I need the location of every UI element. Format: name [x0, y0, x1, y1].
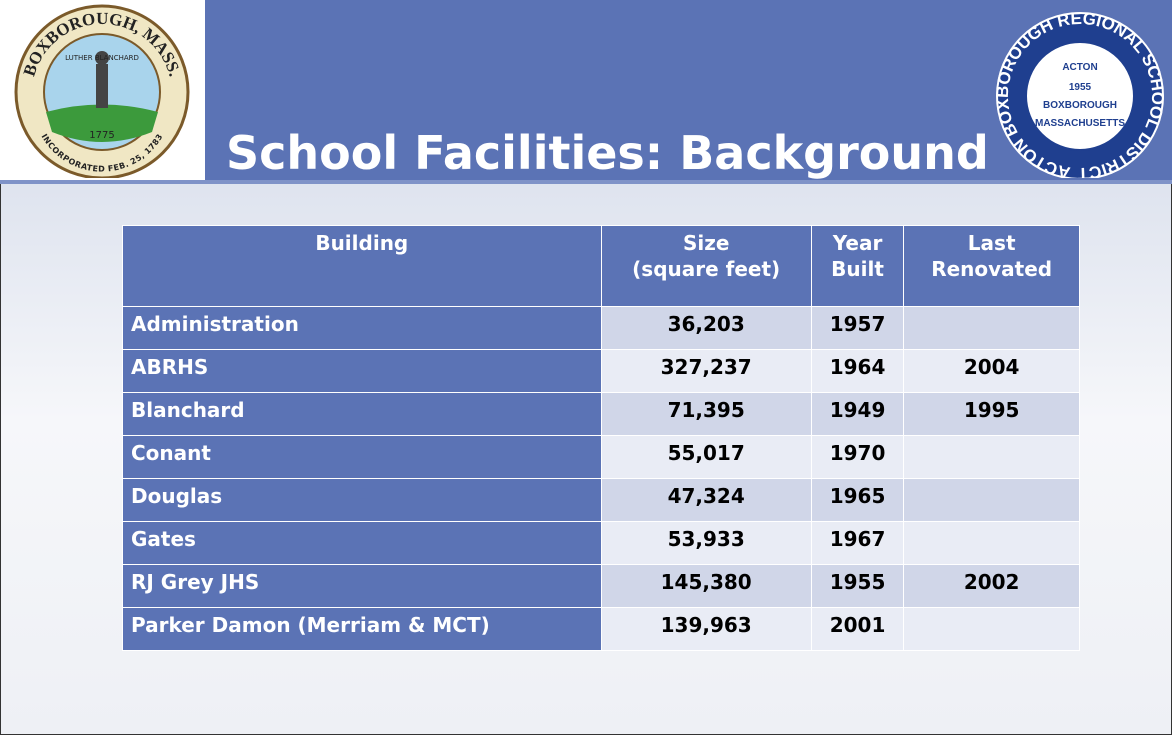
- header-line: Size: [682, 231, 730, 255]
- table-cell: 2002: [903, 564, 1080, 608]
- row-header: ABRHS: [122, 349, 602, 393]
- table-cell: 36,203: [600, 306, 812, 350]
- facilities-table: Building Size (square feet) Year Built Last Re…: [122, 225, 1080, 651]
- table-cell: 1967: [810, 521, 905, 565]
- seal-banner: LUTHER BLANCHARD: [65, 54, 139, 62]
- table-cell: [903, 521, 1080, 565]
- slide-title: School Facilities: Background: [226, 126, 989, 180]
- table-cell: [903, 478, 1080, 522]
- right-seal: ACTON BOXBOROUGH REGIONAL SCHOOL DISTRIC…: [993, 9, 1167, 178]
- table-cell: 55,017: [600, 435, 812, 479]
- header-line: Year: [832, 231, 883, 255]
- table-cell: 47,324: [600, 478, 812, 522]
- table-cell: 139,963: [600, 607, 812, 651]
- row-header: Blanchard: [122, 392, 602, 436]
- table-row: Parker Damon (Merriam & MCT) 139,963 2001: [122, 607, 1080, 651]
- seal-line: MASSACHUSETTS: [1035, 118, 1125, 129]
- table-cell: 1957: [810, 306, 905, 350]
- header-line: Renovated: [931, 257, 1053, 281]
- row-header: Parker Damon (Merriam & MCT): [122, 607, 602, 651]
- header-line: Building: [315, 231, 409, 255]
- column-header: Last Renovated: [903, 225, 1080, 307]
- seal-line: BOXBOROUGH: [1043, 100, 1117, 111]
- seal-year: 1775: [89, 130, 114, 141]
- table-cell: 145,380: [600, 564, 812, 608]
- table-cell: 1949: [810, 392, 905, 436]
- table-row: Gates 53,933 1967: [122, 521, 1080, 565]
- header-line: Built: [831, 257, 884, 281]
- row-header: Administration: [122, 306, 602, 350]
- column-header: Year Built: [810, 225, 905, 307]
- table-row: Douglas 47,324 1965: [122, 478, 1080, 522]
- column-header: Building: [122, 225, 602, 307]
- table-cell: [903, 607, 1080, 651]
- table-cell: [903, 435, 1080, 479]
- table-row: RJ Grey JHS 145,380 1955 2002: [122, 564, 1080, 608]
- table-row: Blanchard 71,395 1949 1995: [122, 392, 1080, 436]
- table-cell: 1964: [810, 349, 905, 393]
- column-header: Size (square feet): [600, 225, 812, 307]
- table-cell: 327,237: [600, 349, 812, 393]
- seal-line: 1955: [1069, 82, 1092, 93]
- header-rule: [0, 180, 1172, 184]
- table-row: Administration 36,203 1957: [122, 306, 1080, 350]
- table-cell: 1995: [903, 392, 1080, 436]
- table-cell: 1955: [810, 564, 905, 608]
- table-cell: [903, 306, 1080, 350]
- table-cell: 53,933: [600, 521, 812, 565]
- table-cell: 2001: [810, 607, 905, 651]
- row-header: Conant: [122, 435, 602, 479]
- header-line: Last: [967, 231, 1016, 255]
- left-seal: BOXBOROUGH, MASS. LUTHER BLANCHARD 1775 …: [14, 4, 190, 178]
- table-cell: 2004: [903, 349, 1080, 393]
- table-cell: 1965: [810, 478, 905, 522]
- seal-line: ACTON: [1062, 62, 1097, 73]
- row-header: RJ Grey JHS: [122, 564, 602, 608]
- table-cell: 71,395: [600, 392, 812, 436]
- row-header: Gates: [122, 521, 602, 565]
- table-row: ABRHS 327,237 1964 2004: [122, 349, 1080, 393]
- table-cell: 1970: [810, 435, 905, 479]
- row-header: Douglas: [122, 478, 602, 522]
- table-row: Conant 55,017 1970: [122, 435, 1080, 479]
- header-line: (square feet): [632, 257, 781, 281]
